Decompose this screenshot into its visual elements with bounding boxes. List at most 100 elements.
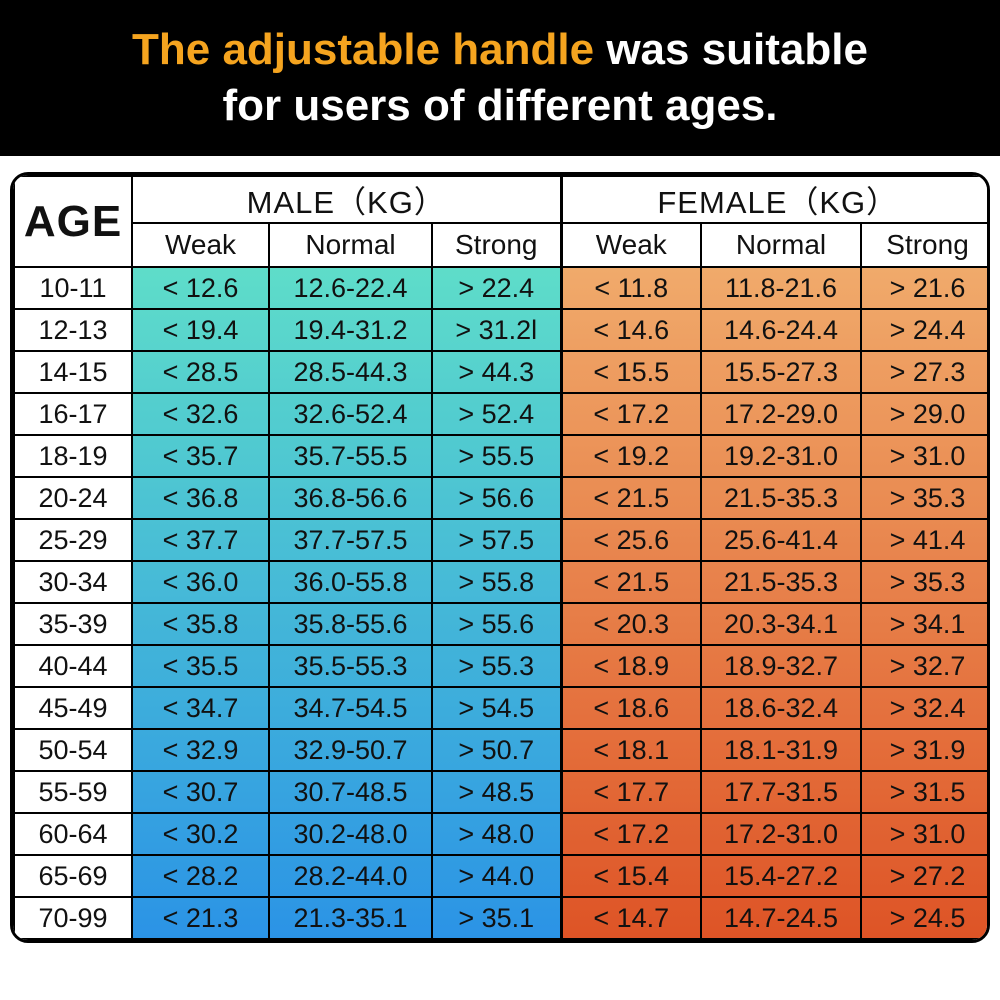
male-weak-cell: < 35.7 [131, 434, 270, 478]
male-weak-cell: < 30.7 [131, 770, 270, 814]
female-weak-cell: < 20.3 [560, 602, 703, 646]
age-cell: 65-69 [13, 854, 133, 898]
female-normal-cell: 17.2-31.0 [700, 812, 863, 856]
male-normal-cell: 36.0-55.8 [268, 560, 433, 604]
table-row: 10-11 < 12.6 12.6-22.4 > 22.4 < 11.8 11.8-21.… [13, 266, 987, 310]
age-cell: 16-17 [13, 392, 133, 436]
table-row: 40-44 < 35.5 35.5-55.3 > 55.3 < 18.9 18.9-32.… [13, 644, 987, 688]
table-row: 45-49 < 34.7 34.7-54.5 > 54.5 < 18.6 18.6-32.… [13, 686, 987, 730]
table-row: 50-54 < 32.9 32.9-50.7 > 50.7 < 18.1 18.1-31.… [13, 728, 987, 772]
male-strong-cell: > 54.5 [430, 686, 563, 730]
female-normal-cell: 18.1-31.9 [700, 728, 863, 772]
age-cell: 25-29 [13, 518, 133, 562]
female-strong-header: Strong [860, 222, 987, 268]
male-weak-cell: < 28.2 [131, 854, 270, 898]
female-normal-cell: 20.3-34.1 [700, 602, 863, 646]
female-strong-cell: > 31.5 [860, 770, 987, 814]
male-weak-cell: < 30.2 [131, 812, 270, 856]
male-strong-cell: > 44.0 [430, 854, 563, 898]
female-weak-cell: < 18.1 [560, 728, 703, 772]
male-weak-cell: < 19.4 [131, 308, 270, 352]
female-strong-cell: > 35.3 [860, 560, 987, 604]
male-normal-cell: 12.6-22.4 [268, 266, 433, 310]
table-row: 70-99 < 21.3 21.3-35.1 > 35.1 < 14.7 14.7-24.… [13, 896, 987, 940]
female-normal-cell: 18.6-32.4 [700, 686, 863, 730]
age-cell: 45-49 [13, 686, 133, 730]
female-weak-cell: < 15.4 [560, 854, 703, 898]
table-row: 65-69 < 28.2 28.2-44.0 > 44.0 < 15.4 15.4-27.… [13, 854, 987, 898]
female-weak-cell: < 19.2 [560, 434, 703, 478]
age-cell: 35-39 [13, 602, 133, 646]
female-weak-cell: < 14.6 [560, 308, 703, 352]
banner-highlight: The adjustable handle [132, 25, 595, 75]
male-normal-cell: 28.2-44.0 [268, 854, 433, 898]
banner-line-2: for users of different ages. [222, 81, 778, 130]
female-strong-cell: > 31.9 [860, 728, 987, 772]
male-strong-cell: > 50.7 [430, 728, 563, 772]
female-weak-cell: < 18.6 [560, 686, 703, 730]
table-row: 30-34 < 36.0 36.0-55.8 > 55.8 < 21.5 21.5-35.… [13, 560, 987, 604]
female-normal-cell: 17.2-29.0 [700, 392, 863, 436]
male-strong-cell: > 31.2l [430, 308, 563, 352]
male-strong-cell: > 48.0 [430, 812, 563, 856]
age-cell: 18-19 [13, 434, 133, 478]
male-weak-cell: < 32.6 [131, 392, 270, 436]
female-normal-cell: 21.5-35.3 [700, 476, 863, 520]
male-strong-cell: > 35.1 [430, 896, 563, 940]
age-cell: 70-99 [13, 896, 133, 940]
female-weak-cell: < 17.2 [560, 392, 703, 436]
male-strong-cell: > 44.3 [430, 350, 563, 394]
male-weak-cell: < 36.0 [131, 560, 270, 604]
male-strong-cell: > 55.3 [430, 644, 563, 688]
male-normal-cell: 32.9-50.7 [268, 728, 433, 772]
age-cell: 60-64 [13, 812, 133, 856]
female-weak-cell: < 21.5 [560, 560, 703, 604]
female-strong-cell: > 21.6 [860, 266, 987, 310]
table-header: AGE MALE（KG） FEMALE（KG） Weak Normal Stro… [13, 175, 987, 268]
female-normal-cell: 15.5-27.3 [700, 350, 863, 394]
male-weak-cell: < 35.5 [131, 644, 270, 688]
male-normal-cell: 30.2-48.0 [268, 812, 433, 856]
male-strong-header: Strong [430, 222, 563, 268]
male-weak-cell: < 12.6 [131, 266, 270, 310]
age-cell: 50-54 [13, 728, 133, 772]
table-row: 35-39 < 35.8 35.8-55.6 > 55.6 < 20.3 20.3-34.… [13, 602, 987, 646]
male-normal-cell: 35.7-55.5 [268, 434, 433, 478]
table-row: 20-24 < 36.8 36.8-56.6 > 56.6 < 21.5 21.5-35.… [13, 476, 987, 520]
banner-rest: was suitable [594, 25, 868, 75]
male-normal-cell: 37.7-57.5 [268, 518, 433, 562]
age-cell: 12-13 [13, 308, 133, 352]
male-strong-cell: > 52.4 [430, 392, 563, 436]
female-strong-cell: > 29.0 [860, 392, 987, 436]
table-row: 25-29 < 37.7 37.7-57.5 > 57.5 < 25.6 25.6-41.… [13, 518, 987, 562]
table-row: 18-19 < 35.7 35.7-55.5 > 55.5 < 19.2 19.2-31.… [13, 434, 987, 478]
male-weak-cell: < 21.3 [131, 896, 270, 940]
male-strong-cell: > 22.4 [430, 266, 563, 310]
female-weak-cell: < 21.5 [560, 476, 703, 520]
female-strong-cell: > 27.3 [860, 350, 987, 394]
male-weak-cell: < 28.5 [131, 350, 270, 394]
age-cell: 55-59 [13, 770, 133, 814]
female-strong-cell: > 31.0 [860, 434, 987, 478]
female-strong-cell: > 31.0 [860, 812, 987, 856]
female-weak-cell: < 15.5 [560, 350, 703, 394]
female-normal-cell: 25.6-41.4 [700, 518, 863, 562]
table-row: 60-64 < 30.2 30.2-48.0 > 48.0 < 17.2 17.2-31.… [13, 812, 987, 856]
male-strong-cell: > 55.6 [430, 602, 563, 646]
female-strong-cell: > 32.4 [860, 686, 987, 730]
table-body: 10-11 < 12.6 12.6-22.4 > 22.4 < 11.8 11.8-21.… [13, 266, 987, 940]
male-normal-cell: 30.7-48.5 [268, 770, 433, 814]
banner: The adjustable handle was suitable for u… [0, 0, 1000, 156]
female-group-header: FEMALE（KG） [560, 175, 987, 224]
male-weak-header: Weak [131, 222, 270, 268]
female-weak-cell: < 18.9 [560, 644, 703, 688]
banner-line-1: The adjustable handle was suitable [132, 24, 868, 76]
age-cell: 30-34 [13, 560, 133, 604]
table-row: 55-59 < 30.7 30.7-48.5 > 48.5 < 17.7 17.7-31.… [13, 770, 987, 814]
female-normal-cell: 21.5-35.3 [700, 560, 863, 604]
female-normal-cell: 18.9-32.7 [700, 644, 863, 688]
age-cell: 20-24 [13, 476, 133, 520]
female-normal-cell: 11.8-21.6 [700, 266, 863, 310]
male-normal-header: Normal [268, 222, 433, 268]
age-cell: 40-44 [13, 644, 133, 688]
